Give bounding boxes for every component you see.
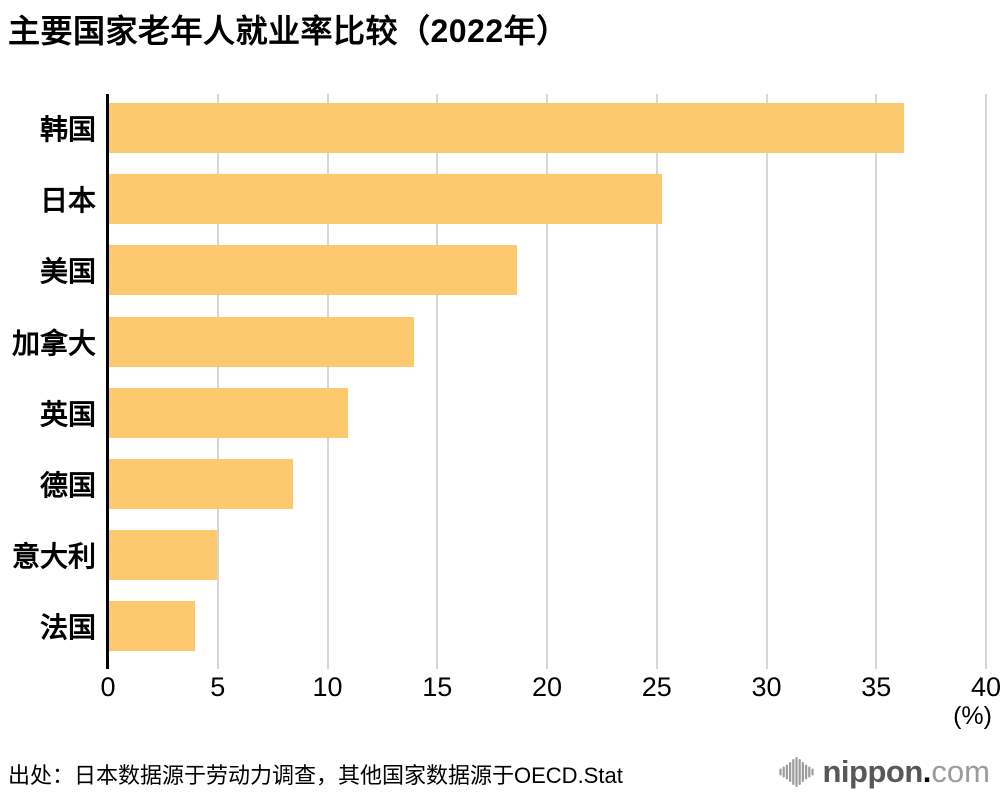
x-tick-label-25: 25 bbox=[641, 672, 672, 702]
gridline-30 bbox=[765, 94, 768, 669]
x-tick-label-10: 10 bbox=[312, 672, 343, 702]
bar-row-label: 法国 bbox=[39, 612, 96, 644]
gridline-20 bbox=[546, 94, 548, 669]
bar bbox=[109, 316, 415, 367]
page-title: 主要国家老年人就业率比较（2022年） bbox=[8, 13, 569, 49]
x-tick-label-5: 5 bbox=[210, 672, 226, 702]
x-tick-label-40: 40 bbox=[970, 672, 1000, 702]
bar bbox=[109, 601, 195, 652]
bar-row-label: 韩国 bbox=[39, 114, 96, 145]
bar-row-label: 美国 bbox=[39, 256, 96, 288]
gridline-15 bbox=[436, 94, 439, 669]
x-axis-unit-label: (%) bbox=[953, 702, 992, 730]
x-tick-label-35: 35 bbox=[861, 672, 892, 702]
bar-row-label: 德国 bbox=[39, 470, 96, 501]
bar bbox=[109, 103, 904, 153]
nippon-logo: nippon . com bbox=[778, 750, 990, 794]
x-tick-label-0: 0 bbox=[100, 672, 116, 702]
gridline-25 bbox=[655, 94, 658, 669]
gridline-40 bbox=[985, 94, 987, 669]
audio-bars-icon bbox=[778, 757, 814, 787]
bar-row-label: 意大利 bbox=[11, 541, 96, 573]
bar bbox=[109, 174, 663, 225]
gridline-35 bbox=[875, 94, 878, 669]
bar bbox=[109, 459, 294, 509]
bar bbox=[109, 387, 349, 438]
logo-dot: . bbox=[922, 754, 932, 789]
gridline-5 bbox=[216, 94, 219, 669]
gridline-10 bbox=[326, 94, 329, 669]
bar bbox=[109, 530, 217, 581]
bar-row-label: 加拿大 bbox=[11, 327, 96, 359]
x-tick-label-30: 30 bbox=[751, 672, 782, 702]
logo-text-nippon: nippon bbox=[822, 754, 924, 789]
x-tick-label-20: 20 bbox=[531, 672, 563, 702]
chart-plot: 0 5 10 15 20 25 30 35 40 韩国日本美国加拿大英国德国意大利法国 bbox=[0, 94, 1000, 702]
source-note: 出处：日本数据源于劳动力调查，其他国家数据源于OECD.Stat bbox=[8, 763, 623, 788]
x-tick-label-15: 15 bbox=[422, 672, 453, 702]
y-axis-line bbox=[106, 94, 109, 669]
bar-row-label: 英国 bbox=[39, 398, 96, 430]
bar-row-label: 日本 bbox=[39, 185, 96, 217]
logo-text-com: com bbox=[931, 754, 990, 789]
bar bbox=[109, 245, 518, 296]
